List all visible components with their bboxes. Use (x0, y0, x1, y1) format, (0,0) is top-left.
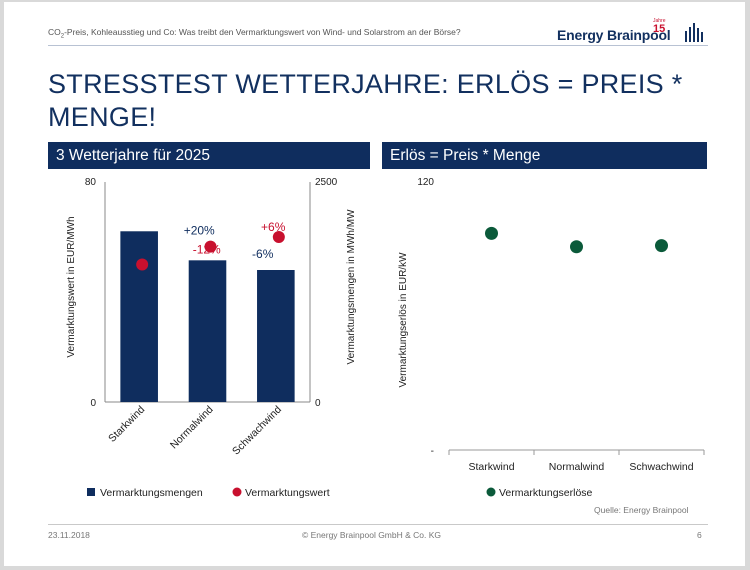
logo-badge-small: Jahre (653, 18, 666, 24)
legend-swatch-vermarktungsmengen (87, 488, 95, 496)
x-tick-label-starkwind: Starkwind (468, 461, 514, 473)
x-tick-label-starkwind: Starkwind (106, 404, 147, 445)
left-panel-heading: 3 Wetterjahre für 2025 (48, 142, 370, 169)
logo-badge: 15 (653, 23, 665, 35)
right-chart: Vermarktungserlös in EUR/kW 120 - Starkw… (398, 177, 705, 499)
y-tick-min: - (431, 446, 434, 457)
annotation-normalwind-mengen: +20% (184, 223, 215, 237)
logo-skyline-icon: Jahre 15 (653, 18, 703, 42)
point-normalwind (570, 240, 583, 254)
footer-divider (48, 524, 708, 525)
bar-normalwind (188, 260, 227, 402)
point-schwachwind (272, 231, 285, 243)
y-left-axis-label: Vermarktungswert in EUR/MWh (66, 216, 77, 357)
y-right-tick-max: 2500 (315, 177, 338, 188)
point-starkwind (485, 226, 498, 240)
annotation-schwachwind-mengen: -6% (252, 247, 274, 261)
left-legend: Vermarktungsmengen Vermarktungswert (87, 487, 330, 499)
legend-label-vermarktungsmengen: Vermarktungsmengen (100, 487, 203, 499)
y-right-tick-min: 0 (315, 398, 321, 409)
energy-brainpool-logo: Energy Brainpool Jahre 15 (557, 14, 707, 48)
x-tick-label-schwachwind: Schwachwind (629, 461, 693, 473)
header-subtitle: CO2-Preis, Kohleausstieg und Co: Was tre… (48, 27, 461, 40)
source-note: Quelle: Energy Brainpool (594, 505, 689, 515)
annotation-schwachwind-wert: +6% (261, 220, 286, 234)
left-chart: Vermarktungswert in EUR/MWh Vermarktungs… (66, 177, 357, 499)
legend-swatch-vermarktungserloese (486, 487, 496, 497)
x-tick-label-schwachwind: Schwachwind (230, 404, 284, 458)
legend-label-vermarktungserloese: Vermarktungserlöse (499, 487, 593, 499)
x-tick-label-normalwind: Normalwind (549, 461, 605, 473)
slide: CO2-Preis, Kohleausstieg und Co: Was tre… (4, 2, 745, 566)
y-axis-label: Vermarktungserlös in EUR/kW (398, 252, 409, 388)
right-legend: Vermarktungserlöse (486, 487, 593, 499)
right-panel-heading: Erlös = Preis * Menge (382, 142, 707, 169)
y-left-tick-min: 0 (90, 398, 96, 409)
slide-title: STRESSTEST WETTERJAHRE: ERLÖS = PREIS * … (48, 69, 683, 132)
logo-text: Energy Brainpool (557, 27, 671, 43)
bar-schwachwind (257, 270, 295, 402)
point-schwachwind (655, 239, 668, 253)
y-left-tick-max: 80 (85, 177, 97, 188)
point-normalwind (204, 240, 217, 253)
header-divider (48, 45, 708, 46)
x-tick-label-normalwind: Normalwind (168, 404, 216, 452)
bar-starkwind (120, 231, 158, 402)
legend-swatch-vermarktungswert (232, 487, 242, 497)
footer-copyright: © Energy Brainpool GmbH & Co. KG (302, 530, 442, 540)
point-starkwind (136, 258, 149, 271)
annotation-normalwind-wert: -12% (193, 243, 221, 257)
footer-page-number: 6 (697, 530, 702, 540)
y-right-axis-label: Vermarktungsmengen in MWh/MW (346, 209, 357, 365)
y-tick-max: 120 (417, 177, 434, 188)
legend-label-vermarktungswert: Vermarktungswert (245, 487, 330, 499)
footer-date: 23.11.2018 (48, 530, 90, 540)
